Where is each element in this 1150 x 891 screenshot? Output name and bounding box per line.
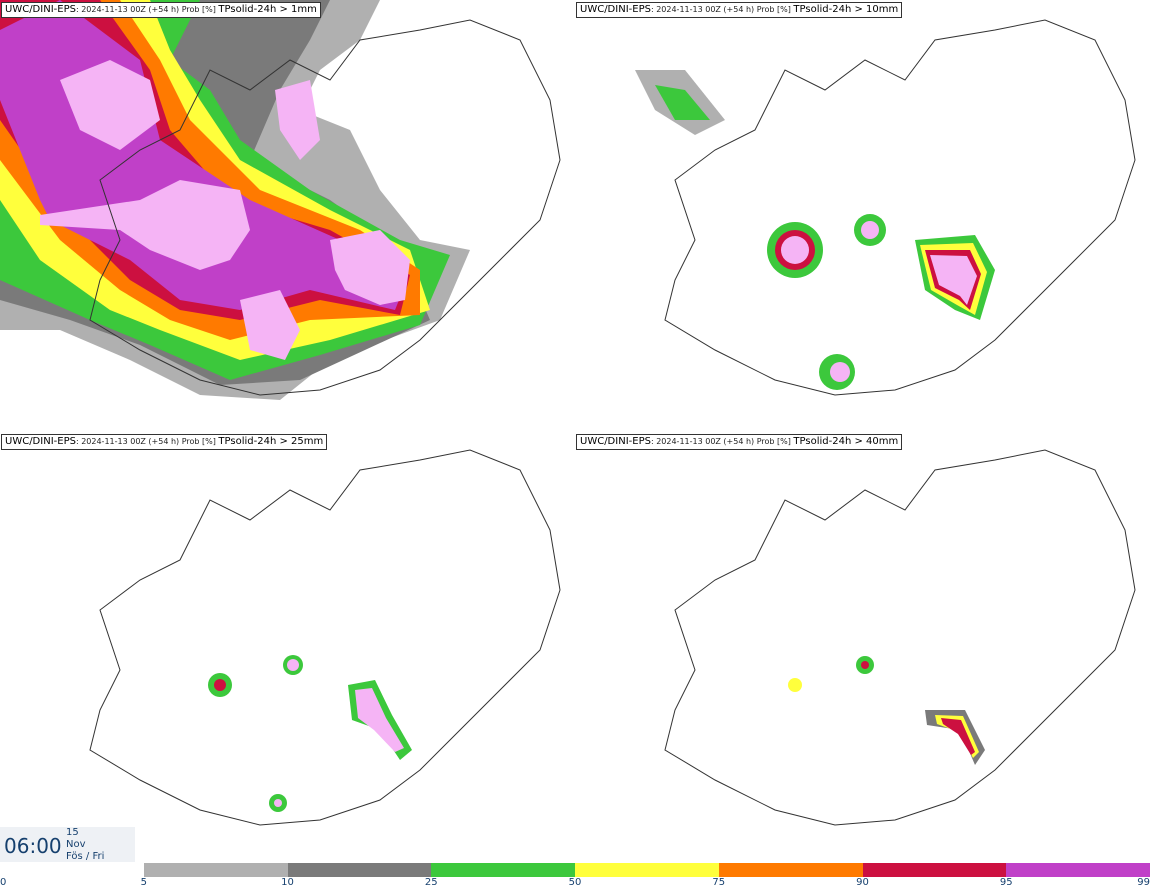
panel-title-2: UWC/DINI-EPS: 2024-11-13 00Z (+54 h) Pro… bbox=[576, 2, 903, 18]
map-svg-1mm bbox=[0, 0, 561, 400]
panel-meta: : 2024-11-13 00Z (+54 h) Prob [%] bbox=[75, 437, 219, 446]
legend-tick-label: 5 bbox=[140, 877, 147, 888]
legend-tick-label: 25 bbox=[424, 877, 438, 888]
panel-model: UWC/DINI-EPS bbox=[580, 4, 651, 15]
map-svg-40mm bbox=[664, 449, 1136, 826]
valid-date: 15 Nov Fös / Fri bbox=[66, 827, 104, 863]
panel-meta: : 2024-11-13 00Z (+54 h) Prob [%] bbox=[650, 437, 794, 446]
legend-color-segment bbox=[575, 863, 719, 877]
panel-meta: : 2024-11-13 00Z (+54 h) Prob [%] bbox=[75, 5, 219, 14]
panel-model: UWC/DINI-EPS bbox=[5, 4, 76, 15]
panel-field: TPsolid-24h > 10mm bbox=[793, 4, 899, 15]
legend-tick-label: 0 bbox=[0, 877, 7, 888]
legend-color-segment bbox=[287, 863, 432, 877]
panel-field: TPsolid-24h > 1mm bbox=[218, 4, 317, 15]
legend-tick-label: 90 bbox=[856, 877, 869, 888]
probability-legend: 0 5 10 25 50 75 90 95 99 bbox=[0, 862, 1150, 891]
legend-tick-label: 50 bbox=[568, 877, 582, 888]
panel-field: TPsolid-24h > 25mm bbox=[218, 436, 324, 447]
panel-meta: : 2024-11-13 00Z (+54 h) Prob [%] bbox=[650, 5, 794, 14]
legend-color-segment bbox=[718, 863, 863, 877]
valid-time: 06:00 bbox=[4, 834, 62, 858]
legend-color-segment bbox=[1006, 863, 1150, 877]
panel-model: UWC/DINI-EPS bbox=[5, 436, 76, 447]
legend-tick-label: 99 bbox=[1137, 877, 1150, 888]
map-panel-25mm bbox=[0, 430, 575, 860]
map-panel-10mm bbox=[575, 0, 1150, 430]
panel-title-3: UWC/DINI-EPS: 2024-11-13 00Z (+54 h) Pro… bbox=[1, 434, 328, 450]
legend-color-segment bbox=[0, 863, 144, 877]
valid-month: Nov bbox=[66, 839, 86, 850]
valid-weekday: Fös / Fri bbox=[66, 851, 105, 862]
valid-day: 15 bbox=[66, 827, 79, 838]
panel-title-4: UWC/DINI-EPS: 2024-11-13 00Z (+54 h) Pro… bbox=[576, 434, 903, 450]
legend-color-segment bbox=[143, 863, 288, 877]
legend-tick-label: 75 bbox=[712, 877, 726, 888]
valid-time-box: 06:00 15 Nov Fös / Fri bbox=[0, 827, 135, 862]
legend-tick-label: 95 bbox=[999, 877, 1013, 888]
legend-color-segment bbox=[431, 863, 575, 877]
legend-color-segment bbox=[862, 863, 1007, 877]
panel-model: UWC/DINI-EPS bbox=[580, 436, 651, 447]
panel-field: TPsolid-24h > 40mm bbox=[793, 436, 899, 447]
map-svg-25mm bbox=[89, 449, 561, 826]
legend-tick-label: 10 bbox=[281, 877, 294, 888]
map-panel-40mm bbox=[575, 430, 1150, 860]
map-svg-10mm bbox=[635, 19, 1136, 396]
panel-title-1: UWC/DINI-EPS: 2024-11-13 00Z (+54 h) Pro… bbox=[1, 2, 321, 18]
map-panel-1mm bbox=[0, 0, 575, 430]
